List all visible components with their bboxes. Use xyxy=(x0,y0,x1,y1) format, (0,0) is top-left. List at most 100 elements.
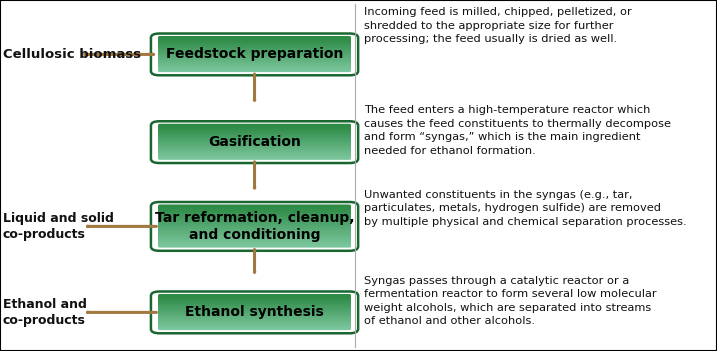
FancyBboxPatch shape xyxy=(158,147,351,151)
FancyBboxPatch shape xyxy=(158,136,351,140)
FancyBboxPatch shape xyxy=(158,67,351,71)
FancyBboxPatch shape xyxy=(158,152,351,156)
FancyBboxPatch shape xyxy=(158,213,351,217)
FancyBboxPatch shape xyxy=(158,323,351,327)
FancyBboxPatch shape xyxy=(158,64,351,68)
FancyBboxPatch shape xyxy=(158,296,351,299)
FancyBboxPatch shape xyxy=(158,44,351,47)
FancyBboxPatch shape xyxy=(158,220,351,224)
FancyBboxPatch shape xyxy=(158,144,351,147)
FancyBboxPatch shape xyxy=(158,150,351,153)
Text: Feedstock preparation: Feedstock preparation xyxy=(166,47,343,61)
FancyBboxPatch shape xyxy=(158,66,351,69)
FancyBboxPatch shape xyxy=(158,150,351,154)
FancyBboxPatch shape xyxy=(158,48,351,51)
FancyBboxPatch shape xyxy=(158,214,351,218)
FancyBboxPatch shape xyxy=(158,310,351,313)
FancyBboxPatch shape xyxy=(158,325,351,329)
FancyBboxPatch shape xyxy=(158,61,351,65)
FancyBboxPatch shape xyxy=(158,307,351,311)
FancyBboxPatch shape xyxy=(158,145,351,149)
FancyBboxPatch shape xyxy=(158,62,351,66)
FancyBboxPatch shape xyxy=(158,295,351,298)
FancyBboxPatch shape xyxy=(158,219,351,223)
FancyBboxPatch shape xyxy=(158,318,351,322)
FancyBboxPatch shape xyxy=(158,244,351,248)
FancyBboxPatch shape xyxy=(158,59,351,63)
FancyBboxPatch shape xyxy=(158,304,351,307)
FancyBboxPatch shape xyxy=(158,38,351,41)
FancyBboxPatch shape xyxy=(158,58,351,61)
Text: Liquid and solid
co-products: Liquid and solid co-products xyxy=(3,212,114,241)
FancyBboxPatch shape xyxy=(158,234,351,238)
FancyBboxPatch shape xyxy=(158,140,351,143)
FancyBboxPatch shape xyxy=(158,143,351,147)
FancyBboxPatch shape xyxy=(158,306,351,310)
FancyBboxPatch shape xyxy=(158,149,351,152)
FancyBboxPatch shape xyxy=(158,48,351,52)
FancyBboxPatch shape xyxy=(158,299,351,303)
FancyBboxPatch shape xyxy=(158,232,351,236)
FancyBboxPatch shape xyxy=(158,135,351,139)
Text: Unwanted constituents in the syngas (e.g., tar,
particulates, metals, hydrogen s: Unwanted constituents in the syngas (e.g… xyxy=(364,190,687,227)
FancyBboxPatch shape xyxy=(158,40,351,44)
FancyBboxPatch shape xyxy=(158,127,351,131)
FancyBboxPatch shape xyxy=(158,320,351,324)
FancyBboxPatch shape xyxy=(158,134,351,137)
FancyBboxPatch shape xyxy=(158,211,351,214)
Text: Tar reformation, cleanup,
and conditioning: Tar reformation, cleanup, and conditioni… xyxy=(155,211,354,242)
FancyBboxPatch shape xyxy=(158,313,351,317)
FancyBboxPatch shape xyxy=(158,311,351,315)
FancyBboxPatch shape xyxy=(158,55,351,59)
FancyBboxPatch shape xyxy=(158,217,351,220)
FancyBboxPatch shape xyxy=(158,207,351,211)
FancyBboxPatch shape xyxy=(158,57,351,60)
FancyBboxPatch shape xyxy=(158,148,351,152)
FancyBboxPatch shape xyxy=(158,130,351,134)
FancyBboxPatch shape xyxy=(158,125,351,128)
FancyBboxPatch shape xyxy=(158,326,351,330)
FancyBboxPatch shape xyxy=(158,125,351,129)
FancyBboxPatch shape xyxy=(158,146,351,150)
FancyBboxPatch shape xyxy=(158,53,351,56)
FancyBboxPatch shape xyxy=(158,124,351,127)
FancyBboxPatch shape xyxy=(158,317,351,320)
FancyBboxPatch shape xyxy=(158,297,351,301)
FancyBboxPatch shape xyxy=(158,231,351,234)
FancyBboxPatch shape xyxy=(158,311,351,314)
FancyBboxPatch shape xyxy=(158,154,351,158)
FancyBboxPatch shape xyxy=(158,134,351,138)
FancyBboxPatch shape xyxy=(158,49,351,53)
FancyBboxPatch shape xyxy=(158,224,351,227)
FancyBboxPatch shape xyxy=(158,68,351,72)
FancyBboxPatch shape xyxy=(158,300,351,303)
FancyBboxPatch shape xyxy=(158,298,351,302)
FancyBboxPatch shape xyxy=(158,321,351,324)
FancyBboxPatch shape xyxy=(158,210,351,213)
FancyBboxPatch shape xyxy=(158,53,351,57)
FancyBboxPatch shape xyxy=(158,225,351,229)
FancyBboxPatch shape xyxy=(158,60,351,64)
FancyBboxPatch shape xyxy=(158,317,351,321)
FancyBboxPatch shape xyxy=(158,39,351,43)
FancyBboxPatch shape xyxy=(158,229,351,232)
FancyBboxPatch shape xyxy=(158,126,351,130)
FancyBboxPatch shape xyxy=(158,137,351,141)
FancyBboxPatch shape xyxy=(158,208,351,212)
FancyBboxPatch shape xyxy=(158,226,351,230)
FancyBboxPatch shape xyxy=(158,36,351,40)
FancyBboxPatch shape xyxy=(158,322,351,325)
FancyBboxPatch shape xyxy=(158,145,351,148)
FancyBboxPatch shape xyxy=(158,236,351,239)
FancyBboxPatch shape xyxy=(158,326,351,329)
FancyBboxPatch shape xyxy=(158,141,351,145)
FancyBboxPatch shape xyxy=(158,312,351,316)
FancyBboxPatch shape xyxy=(158,221,351,225)
FancyBboxPatch shape xyxy=(158,156,351,160)
FancyBboxPatch shape xyxy=(158,243,351,247)
FancyBboxPatch shape xyxy=(158,142,351,146)
FancyBboxPatch shape xyxy=(158,42,351,46)
FancyBboxPatch shape xyxy=(158,54,351,58)
FancyBboxPatch shape xyxy=(158,238,351,241)
FancyBboxPatch shape xyxy=(158,51,351,55)
